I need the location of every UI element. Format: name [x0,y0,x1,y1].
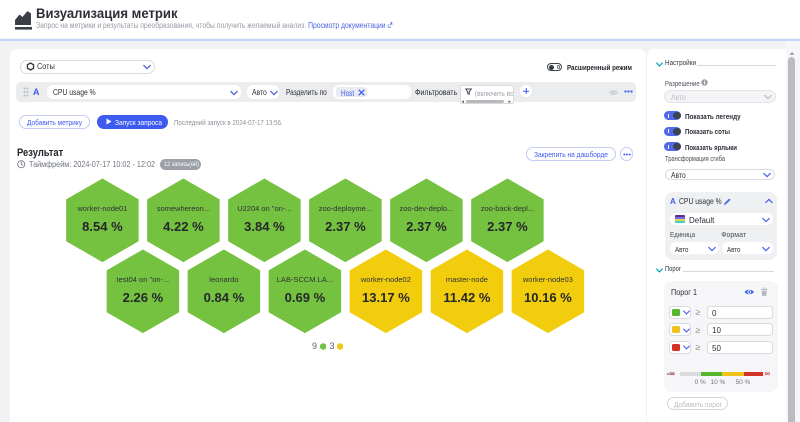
svg-text:2.37 %: 2.37 % [487,219,528,234]
svg-text:10.16 %: 10.16 % [524,290,572,305]
svg-text:zoo-deployme...: zoo-deployme... [319,204,372,213]
svg-text:worker-node01: worker-node01 [76,204,127,213]
svg-text:zoo-back-depl...: zoo-back-depl... [481,204,534,213]
svg-text:master-node: master-node [446,275,488,284]
svg-text:somewhereon...: somewhereon... [157,204,210,213]
svg-text:11.42 %: 11.42 % [443,290,490,305]
svg-text:0.69 %: 0.69 % [285,290,326,305]
svg-text:U2204 on "on-...: U2204 on "on-... [237,204,291,213]
svg-text:test04 on "on-...: test04 on "on-... [117,275,170,284]
svg-text:worker-node03: worker-node03 [522,275,573,284]
svg-text:2.26 %: 2.26 % [123,290,164,305]
svg-text:0.84 %: 0.84 % [204,290,245,305]
svg-text:LAB-SCCM.LA...: LAB-SCCM.LA... [277,275,333,284]
svg-text:worker-node02: worker-node02 [360,275,411,284]
svg-text:2.37 %: 2.37 % [325,219,366,234]
svg-text:leonardo: leonardo [209,275,238,284]
svg-text:2.37 %: 2.37 % [406,219,447,234]
svg-text:4.22 %: 4.22 % [163,219,204,234]
svg-text:13.17 %: 13.17 % [362,290,410,305]
svg-text:8.54 %: 8.54 % [82,219,123,234]
svg-text:3.84 %: 3.84 % [244,219,285,234]
svg-text:zoo-dev-deplo...: zoo-dev-deplo... [400,204,454,213]
